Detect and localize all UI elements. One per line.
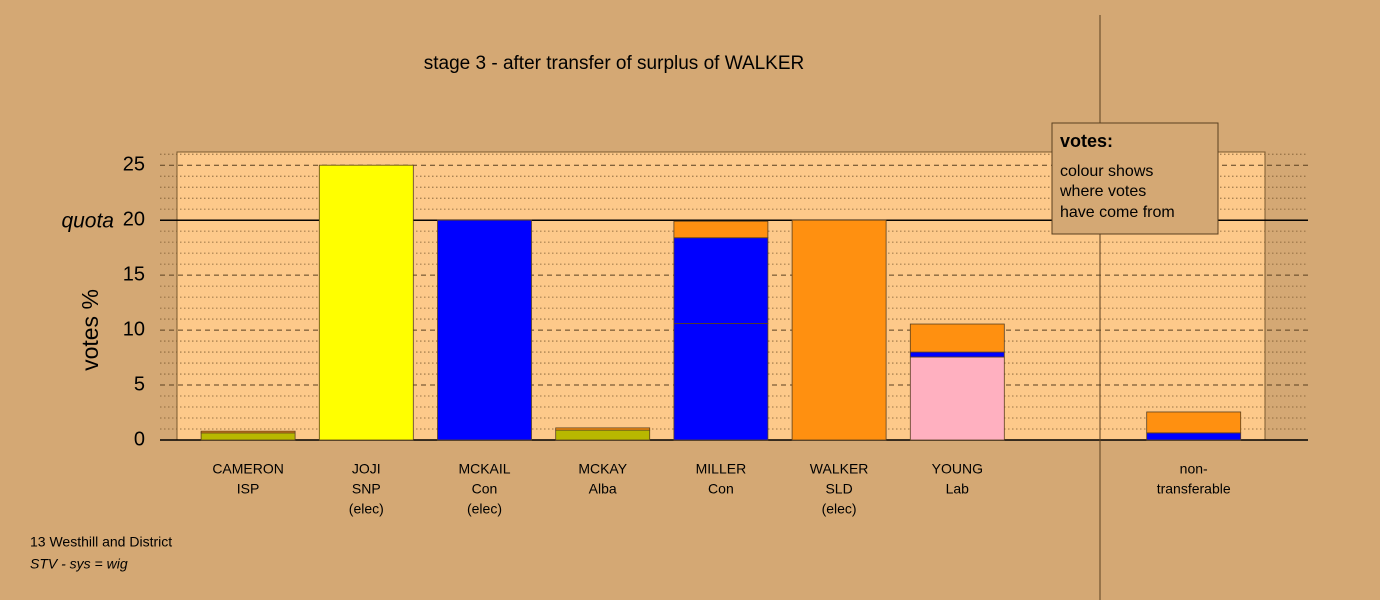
- y-tick-label: 25: [123, 153, 145, 175]
- legend-box: [1051, 122, 1219, 235]
- bar-segment: [673, 220, 769, 239]
- x-tick-label: Con: [708, 481, 734, 497]
- x-tick-label: CAMERON: [212, 461, 284, 477]
- x-tick-label: Lab: [946, 481, 970, 497]
- footer-constituency: 13 Westhill and District: [30, 534, 172, 550]
- x-tick-label: JOJI: [352, 461, 381, 477]
- x-tick-label: SNP: [352, 481, 381, 497]
- bar-segment: [200, 430, 296, 434]
- quota-label: quota: [61, 210, 114, 233]
- bar-segment: [909, 356, 1005, 441]
- legend-title: votes:: [1060, 131, 1113, 151]
- x-tick-label: Con: [472, 481, 498, 497]
- y-tick-label: 0: [134, 428, 145, 450]
- bar-segment: [555, 427, 651, 431]
- x-tick-label: (elec): [822, 501, 857, 517]
- chart-title: stage 3 - after transfer of surplus of W…: [424, 53, 805, 74]
- bar-segment: [791, 219, 887, 441]
- x-tick-label: MCKAIL: [458, 461, 510, 477]
- x-tick-label: YOUNG: [932, 461, 983, 477]
- legend-text: where votes: [1059, 183, 1146, 200]
- bar-segment: [318, 164, 414, 441]
- x-tick-label: non-: [1180, 461, 1208, 477]
- x-tick-label: transferable: [1157, 481, 1231, 497]
- x-tick-label: MCKAY: [578, 461, 627, 477]
- legend: votes: colour shows where votes have com…: [1051, 122, 1219, 235]
- y-tick-label: 15: [123, 263, 145, 285]
- bar-segment: [909, 323, 1005, 353]
- y-tick-label: 5: [134, 373, 145, 395]
- x-tick-label: (elec): [467, 501, 502, 517]
- bar-segment: [909, 351, 1005, 358]
- x-tick-label: MILLER: [696, 461, 747, 477]
- x-tick-label: WALKER: [810, 461, 869, 477]
- bar-segment: [555, 429, 651, 441]
- y-axis-label: votes %: [77, 289, 103, 371]
- x-tick-label: (elec): [349, 501, 384, 517]
- bar-segment: [673, 323, 769, 441]
- legend-text: colour shows: [1060, 163, 1153, 180]
- bar-segment: [673, 237, 769, 324]
- y-tick-label: 10: [123, 318, 145, 340]
- bar-segment: [200, 432, 296, 441]
- footer-system: STV - sys = wig: [30, 556, 128, 572]
- legend-text: have come from: [1060, 204, 1175, 221]
- x-tick-label: SLD: [825, 481, 852, 497]
- y-tick-label: 20: [123, 208, 145, 230]
- x-tick-label: Alba: [589, 481, 617, 497]
- x-tick-label: ISP: [237, 481, 260, 497]
- bar-segment: [1146, 432, 1242, 441]
- bar-segment: [437, 219, 532, 441]
- bar-segment: [1146, 411, 1242, 434]
